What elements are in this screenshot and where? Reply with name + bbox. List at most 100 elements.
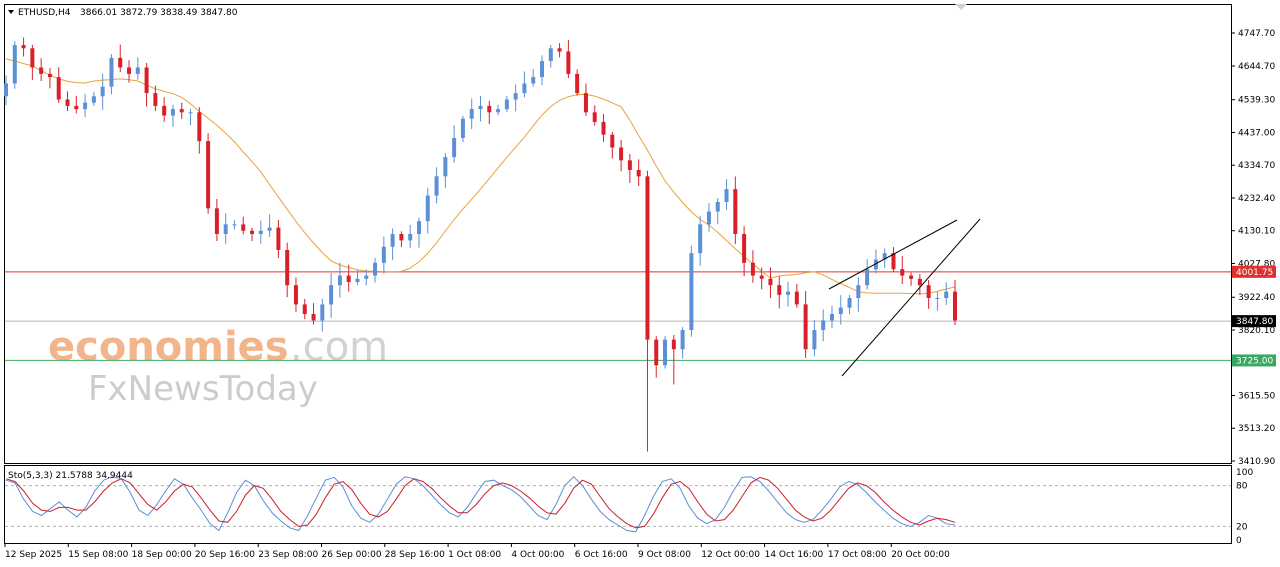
candle [935, 292, 940, 311]
candle [496, 104, 501, 116]
candle-body [408, 233, 413, 241]
candle [460, 115, 465, 143]
candle [179, 102, 184, 119]
level-tag-label: 3725.00 [1236, 356, 1273, 366]
candle-body [469, 109, 474, 119]
candle [645, 170, 650, 452]
candle [601, 113, 606, 142]
candle [170, 104, 175, 127]
candle [829, 305, 834, 328]
watermark-brand-sub: FxNewsToday [88, 369, 318, 409]
candle [241, 216, 246, 235]
y-tick-label: 4027.80 [1238, 259, 1275, 269]
candle-body [777, 285, 782, 295]
candle [250, 227, 255, 242]
candle [610, 132, 615, 159]
candle [540, 55, 545, 86]
indicator-tick-label: 100 [1236, 468, 1253, 478]
candle-body [4, 83, 8, 97]
candle [636, 159, 641, 187]
ohlc-values: 3866.01 3872.79 3838.49 3847.80 [80, 8, 238, 18]
candle-body [83, 102, 88, 110]
candle [777, 276, 782, 309]
candle [504, 96, 509, 112]
candle-body [575, 73, 580, 94]
candle [856, 277, 861, 312]
candle [162, 97, 167, 122]
y-tick-label: 3615.50 [1238, 391, 1275, 401]
candle-body [285, 249, 290, 286]
candle-body [557, 48, 562, 52]
candle-body [153, 93, 158, 106]
candle [293, 277, 298, 312]
candle [715, 198, 720, 225]
candle [487, 100, 492, 125]
y-tick-label: 4232.40 [1238, 194, 1275, 204]
candle [812, 320, 817, 357]
candle-body [803, 304, 808, 350]
candle-body [724, 189, 729, 202]
candle-body [926, 285, 931, 299]
level-tag [1232, 354, 1276, 367]
candle-body [425, 195, 430, 222]
candle [65, 91, 70, 112]
x-tick-label: 20 Oct 00:00 [891, 550, 950, 560]
dropdown-triangle-icon[interactable] [8, 10, 14, 14]
candle [750, 250, 755, 283]
candle-body [847, 298, 852, 308]
candle-body [531, 77, 536, 84]
candle-body [715, 201, 720, 212]
candle [425, 187, 430, 234]
indicator-plot-frame [4, 465, 1232, 544]
candle-body [487, 105, 492, 113]
candle [21, 37, 26, 57]
current-price-label: 3847.80 [1236, 317, 1273, 327]
candle [390, 228, 395, 261]
candle [258, 220, 263, 244]
candle [786, 281, 791, 307]
x-tick-label: 12 Sep 2025 [5, 550, 62, 560]
candle-body [346, 275, 351, 282]
candle-body [935, 298, 940, 300]
candle [469, 98, 474, 130]
candle-body [882, 253, 887, 260]
candle [821, 309, 826, 342]
candle [548, 44, 553, 68]
candle-body [794, 291, 799, 305]
main-plot-frame [4, 4, 1232, 464]
candle [83, 93, 88, 118]
x-tick-label: 26 Sep 00:00 [322, 550, 382, 560]
candle-body [821, 320, 826, 331]
candle-body [759, 275, 764, 279]
candle-body [812, 330, 817, 350]
scroll-marker-icon [955, 4, 967, 10]
candle [39, 58, 44, 82]
candle-body [109, 57, 114, 87]
candle-body [671, 339, 676, 350]
candle [627, 153, 632, 183]
x-tick-label: 9 Oct 08:00 [638, 550, 691, 560]
x-tick-label: 20 Sep 16:00 [195, 550, 255, 560]
candle [320, 298, 325, 332]
candle-body [416, 221, 421, 234]
candle [953, 279, 957, 325]
wedge-lower-trendline[interactable] [841, 218, 981, 377]
candle-body [390, 233, 395, 247]
candle-body [891, 253, 896, 270]
rising-wedge-drawing[interactable] [828, 218, 981, 377]
y-tick-label: 4130.10 [1238, 227, 1275, 237]
candle-body [663, 339, 668, 366]
candle-body [944, 291, 949, 299]
candle-body [232, 224, 237, 226]
candle-body [355, 278, 360, 282]
candle [689, 245, 694, 337]
candle-body [742, 233, 747, 263]
candle [30, 44, 35, 80]
candle-body [601, 121, 606, 135]
candle [267, 214, 272, 237]
candle [513, 84, 518, 112]
wedge-upper-trendline[interactable] [828, 219, 958, 290]
candle-body [627, 160, 632, 170]
symbol-timeframe: ETHUSD,H4 [18, 8, 71, 18]
